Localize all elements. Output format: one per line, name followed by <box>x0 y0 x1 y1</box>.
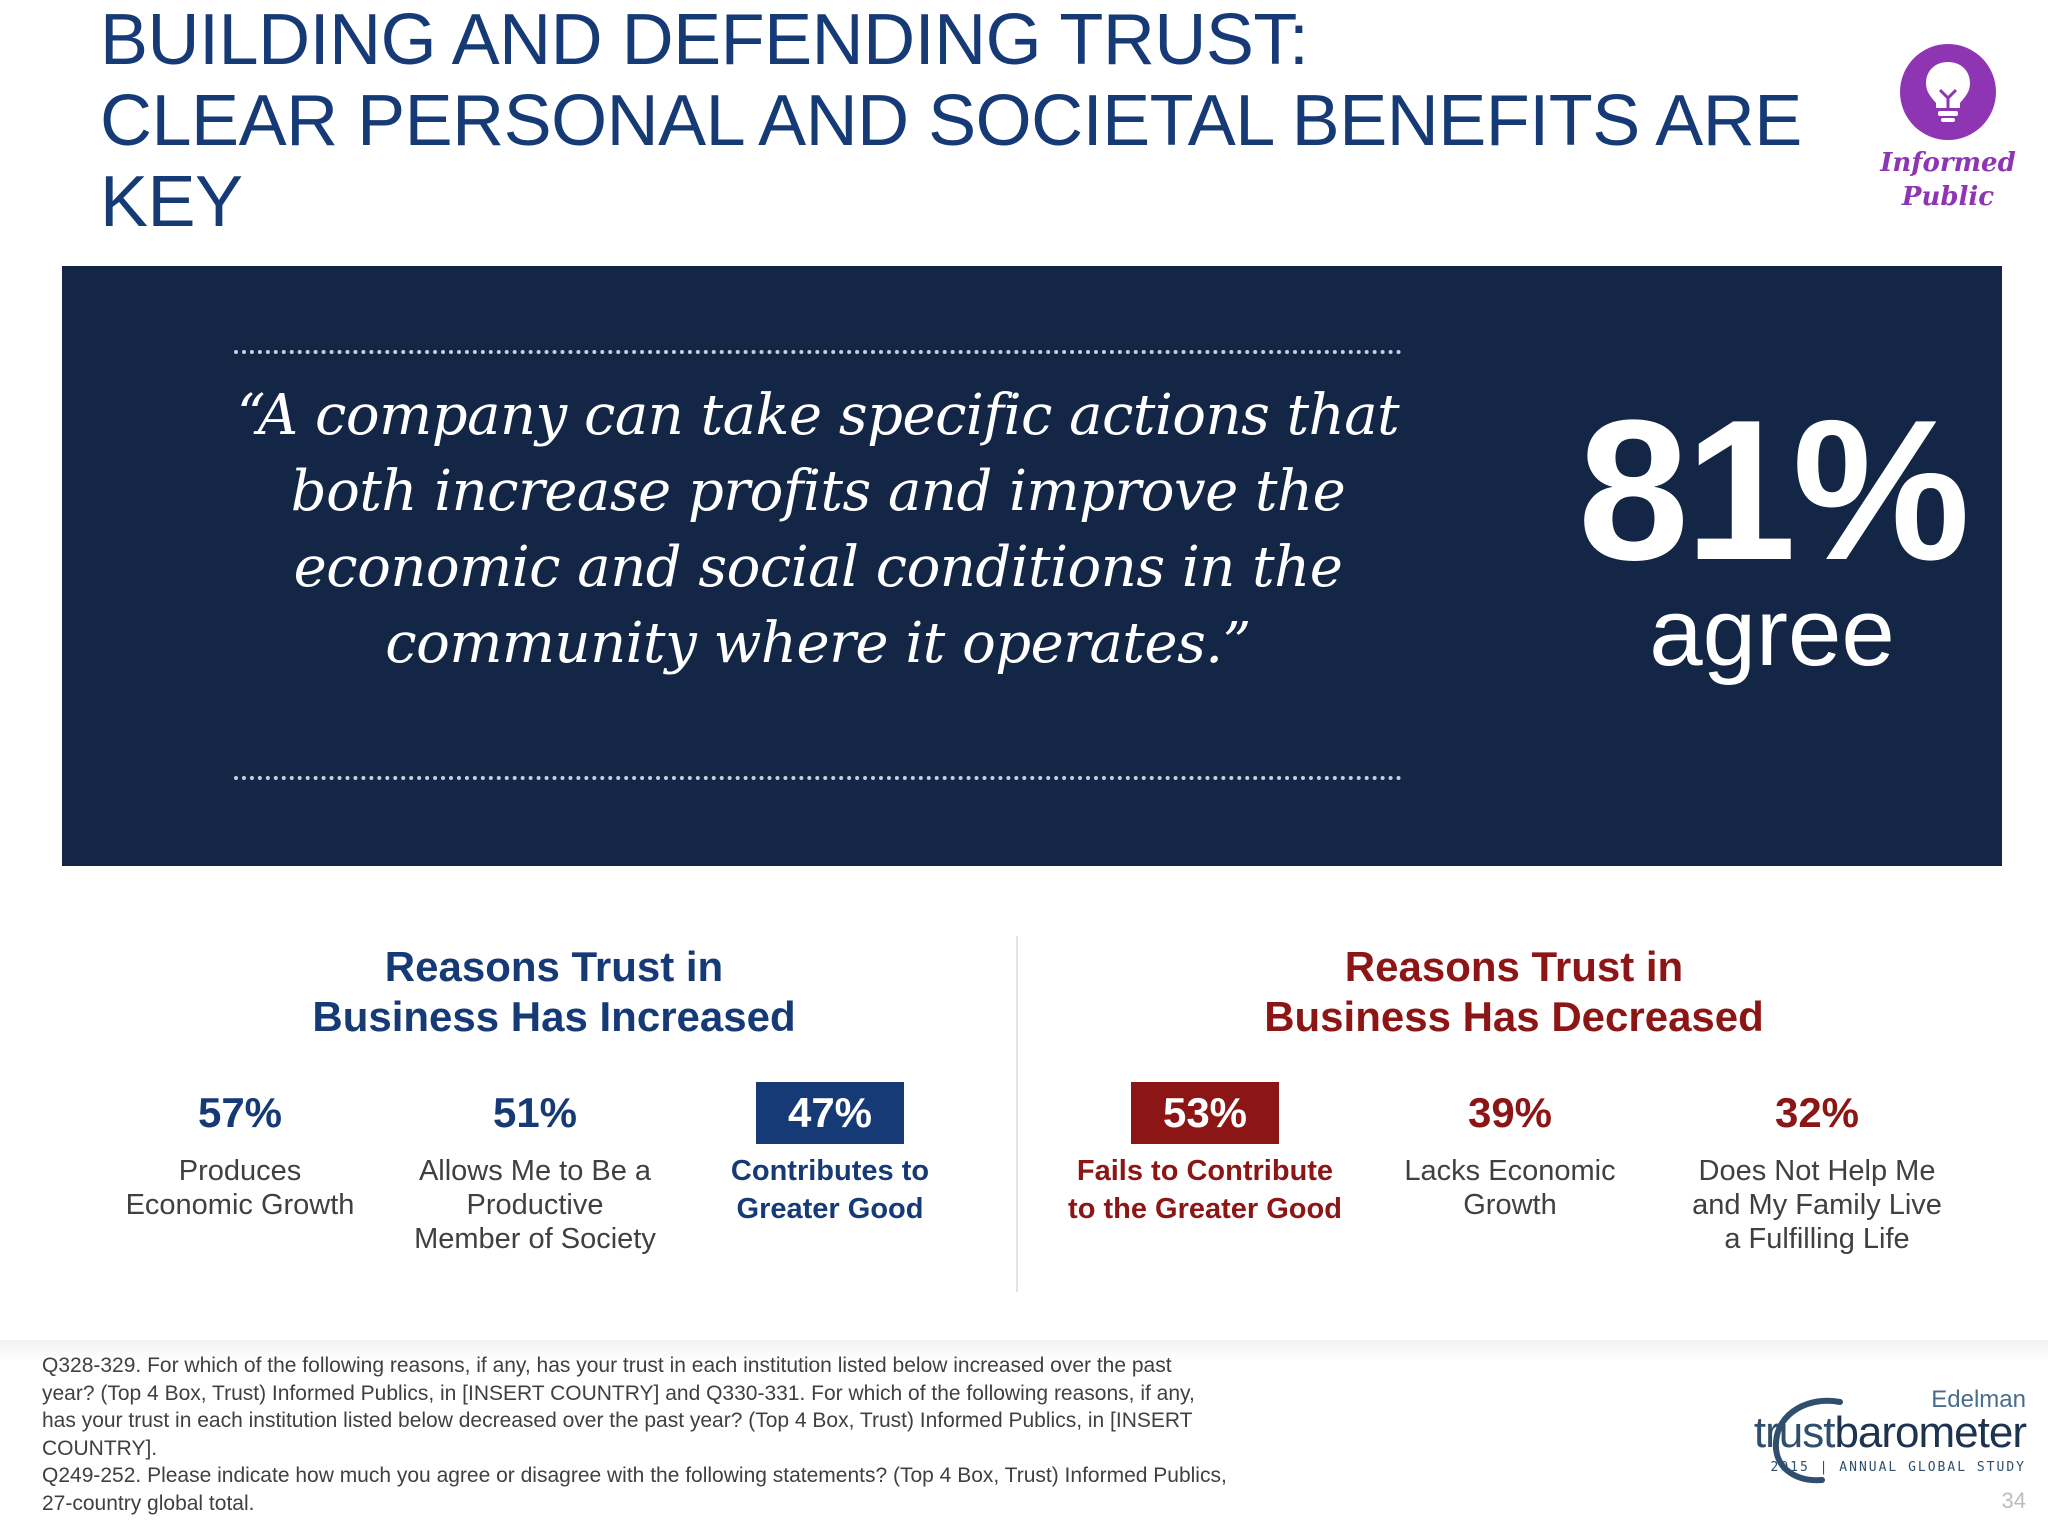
reason-percent: 39% <box>1467 1089 1553 1136</box>
logo-ring-icon <box>1772 1397 1843 1484</box>
dotted-divider-top <box>234 350 1402 354</box>
title-line-1: BUILDING AND DEFENDING TRUST: <box>100 0 1309 80</box>
edelman-trustbarometer-logo: Edelman trustbarometer 2015 | ANNUAL GLO… <box>1754 1384 2030 1494</box>
reason-increased-3: 47% Contributes to Greater Good <box>685 1082 975 1228</box>
logo-wordmark-part: barometer <box>1834 1408 2027 1457</box>
lightbulb-icon <box>1900 44 1996 140</box>
reason-percent: 51% <box>492 1089 578 1136</box>
reason-label: Contributes to Greater Good <box>685 1152 975 1228</box>
informed-public-badge: Informed Public <box>1868 44 2028 214</box>
badge-label-line-1: Informed <box>1880 148 2016 178</box>
footnote-line: Q249-252. Please indicate how much you a… <box>42 1464 1227 1487</box>
reason-label: Lacks Economic Growth <box>1365 1154 1655 1222</box>
page-number: 34 <box>2001 1488 2026 1513</box>
footnote: Q328-329. For which of the following rea… <box>42 1352 1362 1517</box>
reason-label-line: Greater Good <box>736 1193 924 1225</box>
dotted-divider-bottom <box>234 776 1402 780</box>
footnote-line: 27-country global total. <box>42 1491 255 1515</box>
page-title: BUILDING AND DEFENDING TRUST: CLEAR PERS… <box>100 0 1900 243</box>
reason-label: Produces Economic Growth <box>95 1154 385 1222</box>
reason-label-line: Growth <box>1463 1189 1557 1221</box>
reason-label-line: Fails to Contribute <box>1076 1155 1334 1187</box>
quote-panel: “A company can take specific actions tha… <box>62 266 2002 866</box>
reason-label: Allows Me to Be a Productive Member of S… <box>390 1154 680 1256</box>
footnote-shade <box>0 1340 2048 1362</box>
reason-label-line: Allows Me to Be a <box>418 1155 652 1187</box>
reason-decreased-3: 32% Does Not Help Me and My Family Live … <box>1672 1082 1962 1256</box>
reason-label: Does Not Help Me and My Family Live a Fu… <box>1672 1154 1962 1256</box>
reason-percent-highlight: 47% <box>755 1082 905 1144</box>
footnote-line: COUNTRY]. <box>42 1436 158 1460</box>
reason-label-line: Does Not Help Me <box>1698 1155 1936 1187</box>
decreased-heading-line-2: Business Has Decreased <box>1264 993 1764 1040</box>
increased-heading: Reasons Trust in Business Has Increased <box>220 942 888 1042</box>
footnote-line: year? (Top 4 Box, Trust) Informed Public… <box>42 1381 1195 1405</box>
reason-decreased-1: 53% Fails to Contribute to the Greater G… <box>1055 1082 1355 1228</box>
footnote-line: Q328-329. For which of the following rea… <box>42 1354 1172 1377</box>
title-line-3: KEY <box>100 162 243 242</box>
logo-brand: Edelman <box>1931 1386 2026 1413</box>
agree-stat: 81% agree <box>1442 379 2048 688</box>
reason-decreased-2: 39% Lacks Economic Growth <box>1365 1082 1655 1222</box>
logo-wordmark-part: trust <box>1753 1408 1836 1457</box>
reason-percent: 57% <box>197 1089 283 1136</box>
badge-label-line-2: Public <box>1901 182 1995 212</box>
footnote-line: has your trust in each institution liste… <box>42 1409 1193 1432</box>
quote-text: “A company can take specific actions tha… <box>236 383 1400 676</box>
reason-label-line: Contributes to <box>730 1155 930 1187</box>
title-line-2: CLEAR PERSONAL AND SOCIETAL BENEFITS ARE <box>100 81 1802 161</box>
increased-heading-line-2: Business Has Increased <box>312 993 796 1040</box>
logo-subtitle: 2015 | ANNUAL GLOBAL STUDY <box>1770 1460 2026 1475</box>
decreased-heading-line-1: Reasons Trust in <box>1344 943 1684 990</box>
section-divider <box>1016 936 1018 1292</box>
reason-increased-2: 51% Allows Me to Be a Productive Member … <box>390 1082 680 1256</box>
reason-label-line: and My Family Live <box>1692 1189 1942 1221</box>
reason-label-line: Economic Growth <box>125 1189 355 1221</box>
reason-increased-1: 57% Produces Economic Growth <box>95 1082 385 1222</box>
reason-label-line: Produces <box>178 1155 302 1187</box>
decreased-heading: Reasons Trust in Business Has Decreased <box>1180 942 1848 1042</box>
agree-stat-value: 81% <box>1577 379 1970 602</box>
reason-label-line: Lacks Economic <box>1404 1155 1616 1187</box>
reason-label-line: Productive <box>466 1189 604 1221</box>
reason-label: Fails to Contribute to the Greater Good <box>1055 1152 1355 1228</box>
increased-heading-line-1: Reasons Trust in <box>384 943 724 990</box>
agree-stat-label: agree <box>1649 579 1895 686</box>
logo-wordmark: trustbarometer <box>1753 1408 2027 1458</box>
reason-percent: 32% <box>1774 1089 1860 1136</box>
reason-label-line: Member of Society <box>414 1223 656 1255</box>
reason-percent-highlight: 53% <box>1130 1082 1280 1144</box>
reason-label-line: a Fulfilling Life <box>1724 1223 1910 1255</box>
reason-label-line: to the Greater Good <box>1068 1193 1342 1225</box>
